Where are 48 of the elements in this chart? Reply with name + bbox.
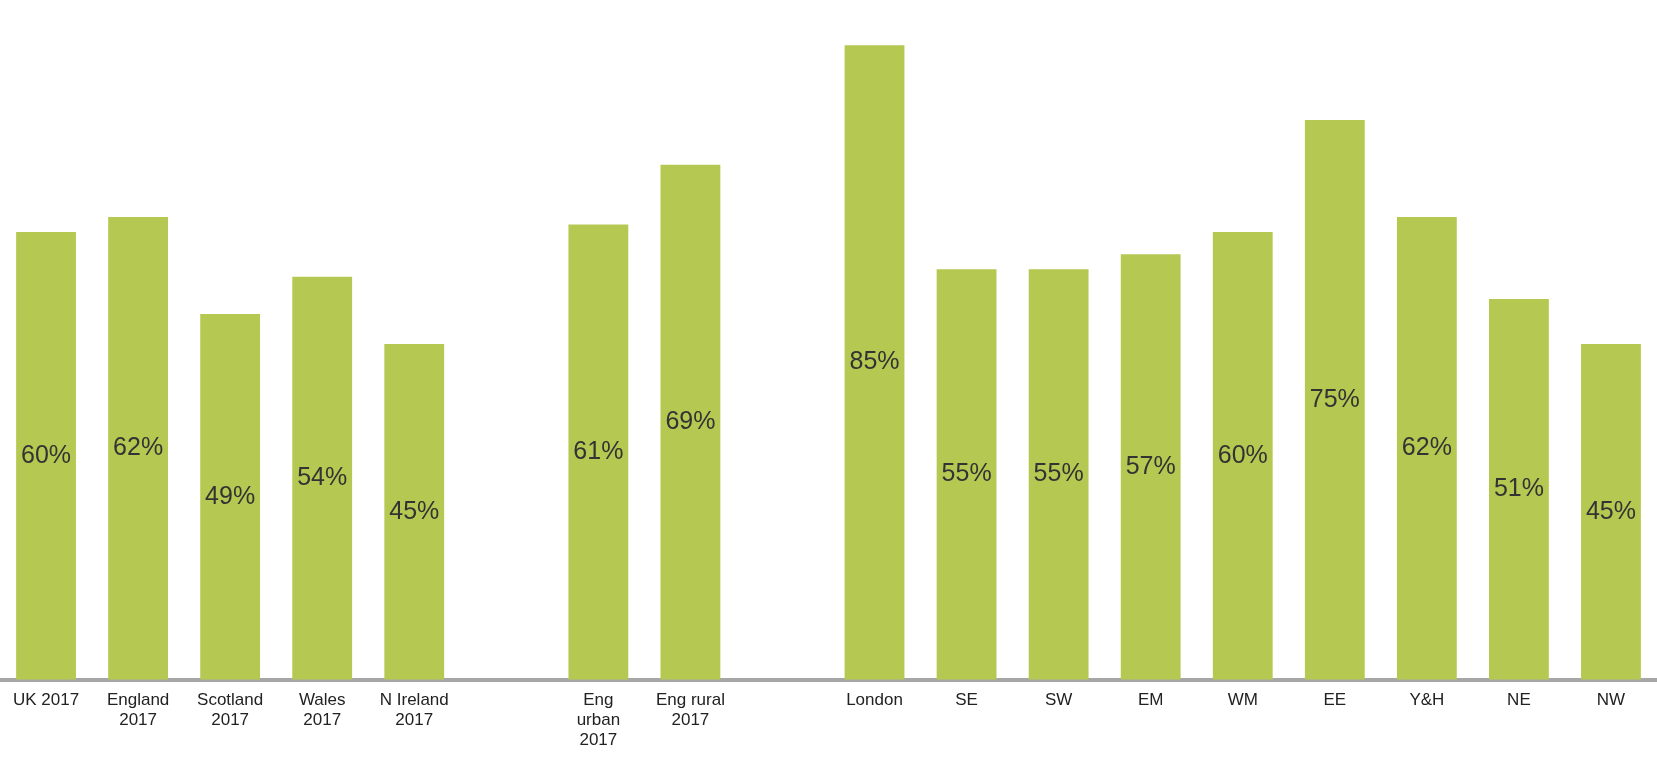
data-label: 55%: [941, 458, 992, 487]
data-label: 62%: [113, 432, 164, 461]
data-label: 57%: [1125, 450, 1176, 479]
data-label: 49%: [205, 480, 256, 509]
x-tick-label: WM: [1227, 689, 1258, 709]
data-label: 61%: [573, 436, 624, 465]
bar: [1304, 119, 1365, 680]
bar: [1396, 217, 1457, 680]
x-tick-label: England 2017: [106, 689, 170, 730]
bar: [1489, 299, 1549, 680]
data-label: 85%: [849, 346, 900, 375]
bar: [1028, 269, 1089, 680]
x-tick-label: Y&H: [1409, 689, 1445, 709]
bar: [1120, 254, 1181, 680]
x-tick-label: NW: [1596, 689, 1626, 709]
data-label: 69%: [665, 406, 716, 435]
bar: [844, 45, 905, 680]
data-label: 51%: [1493, 473, 1544, 502]
x-tick-label: NE: [1507, 689, 1531, 709]
x-tick-label: UK 2017: [12, 689, 80, 709]
x-tick-label: SW: [1044, 689, 1073, 709]
bar: [660, 164, 721, 680]
data-label: 45%: [1585, 495, 1636, 524]
data-label: 60%: [1217, 439, 1268, 468]
bar: [1581, 343, 1641, 680]
x-tick-label: SE: [955, 689, 978, 709]
x-tick-label: EM: [1137, 689, 1164, 709]
data-label: 45%: [389, 495, 440, 524]
data-label: 54%: [297, 462, 348, 491]
bar: [292, 276, 353, 680]
x-tick-label: Eng urban 2017: [576, 689, 621, 750]
data-label: 62%: [1401, 432, 1452, 461]
bar: [384, 343, 445, 680]
x-tick-label: Wales 2017: [298, 689, 346, 730]
bar: [16, 231, 76, 680]
x-tick-label: Eng rural 2017: [655, 689, 725, 730]
bar: [936, 269, 997, 680]
x-tick-label: Scotland 2017: [197, 689, 264, 730]
bar: [108, 217, 168, 680]
bar: [1212, 231, 1273, 680]
bar: [200, 314, 261, 680]
data-label: 55%: [1033, 458, 1084, 487]
x-tick-label: EE: [1323, 689, 1347, 709]
data-label: 75%: [1309, 383, 1360, 412]
bar: [568, 224, 629, 680]
x-tick-label: N Ireland 2017: [379, 689, 449, 730]
data-label: 60%: [21, 439, 72, 468]
x-tick-label: London: [846, 689, 903, 709]
